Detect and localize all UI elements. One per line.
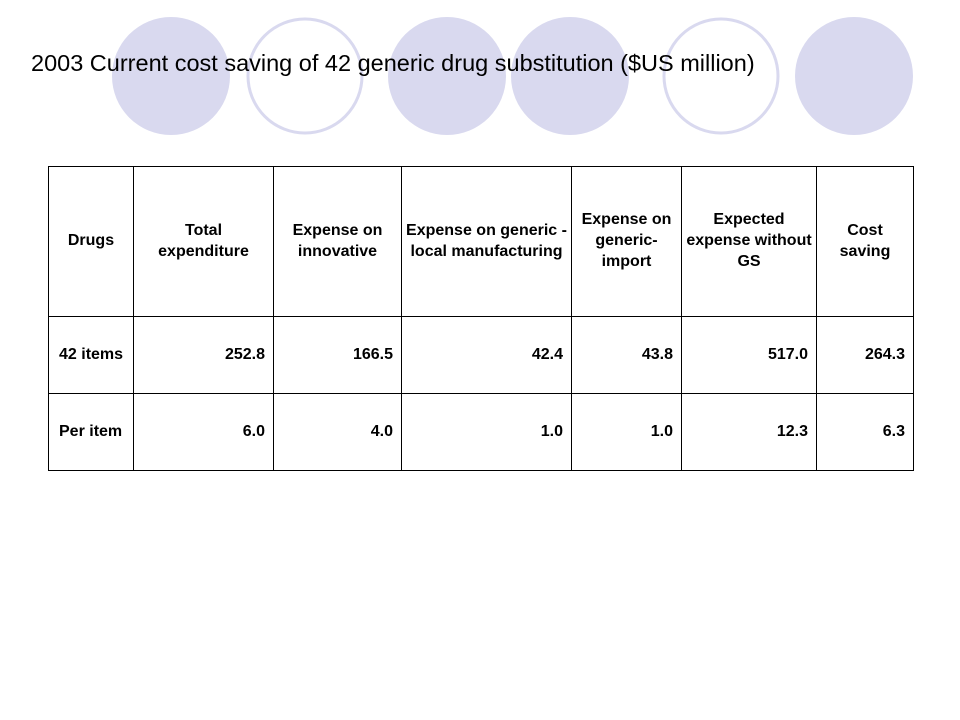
outline-circle-2 bbox=[662, 17, 780, 135]
table-header-row: Drugs Total expenditure Expense on innov… bbox=[48, 166, 914, 317]
filled-circle-1 bbox=[112, 17, 230, 135]
cell-total-expenditure: 252.8 bbox=[133, 316, 274, 394]
filled-circle-2 bbox=[388, 17, 506, 135]
cell-cost-saving: 6.3 bbox=[816, 393, 914, 471]
cell-expected-expense: 517.0 bbox=[681, 316, 817, 394]
decorative-circles bbox=[112, 17, 913, 135]
header-cost-saving: Cost saving bbox=[816, 166, 914, 317]
cell-expense-innovative: 4.0 bbox=[273, 393, 402, 471]
filled-circle-3 bbox=[511, 17, 629, 135]
cell-expense-generic-import: 43.8 bbox=[571, 316, 682, 394]
header-total-expenditure: Total expenditure bbox=[133, 166, 274, 317]
cell-expense-innovative: 166.5 bbox=[273, 316, 402, 394]
header-expense-innovative: Expense on innovative bbox=[273, 166, 402, 317]
cell-expense-generic-import: 1.0 bbox=[571, 393, 682, 471]
row-label-42-items: 42 items bbox=[48, 316, 134, 394]
outline-circle-1 bbox=[246, 17, 364, 135]
row-label-per-item: Per item bbox=[48, 393, 134, 471]
table-row: 42 items 252.8 166.5 42.4 43.8 517.0 264… bbox=[48, 316, 914, 394]
header-expense-generic-local: Expense on generic - local manufacturing bbox=[401, 166, 572, 317]
cell-cost-saving: 264.3 bbox=[816, 316, 914, 394]
cell-expense-generic-local: 1.0 bbox=[401, 393, 572, 471]
header-expense-generic-import: Expense on generic- import bbox=[571, 166, 682, 317]
filled-circle-4 bbox=[795, 17, 913, 135]
header-drugs: Drugs bbox=[48, 166, 134, 317]
header-expected-expense: Expected expense without GS bbox=[681, 166, 817, 317]
cell-expected-expense: 12.3 bbox=[681, 393, 817, 471]
cell-expense-generic-local: 42.4 bbox=[401, 316, 572, 394]
cell-total-expenditure: 6.0 bbox=[133, 393, 274, 471]
slide-title: 2003 Current cost saving of 42 generic d… bbox=[31, 50, 755, 76]
cost-saving-table: Drugs Total expenditure Expense on innov… bbox=[48, 166, 914, 471]
table-row: Per item 6.0 4.0 1.0 1.0 12.3 6.3 bbox=[48, 393, 914, 471]
